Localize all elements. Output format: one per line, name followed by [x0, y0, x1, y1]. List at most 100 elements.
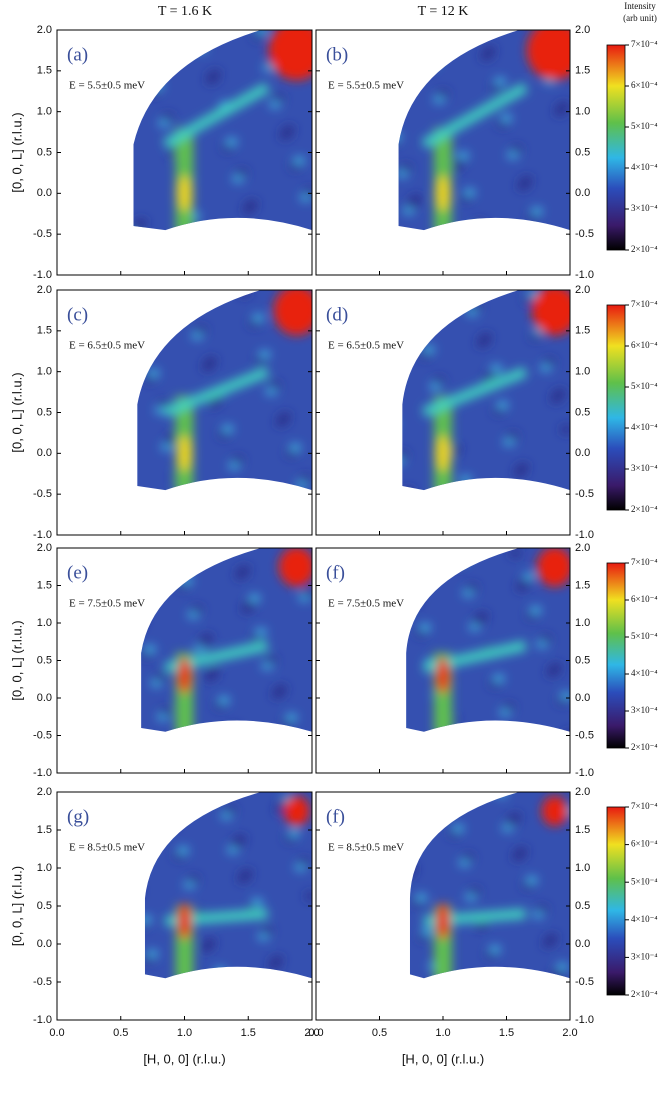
intensity-map [144, 792, 312, 979]
x-tick-label: 1.0 [177, 1027, 192, 1039]
colorbar-tick-label: 3×10⁻⁴ [631, 705, 657, 715]
blob [151, 82, 164, 91]
blob [530, 207, 543, 216]
blob [406, 600, 418, 609]
panel-label: (g) [67, 806, 89, 827]
energy-label: E = 5.5±0.5 meV [69, 80, 145, 92]
colorbar-tick-label: 4×10⁻⁴ [631, 162, 657, 172]
y-tick-label: 0.0 [37, 938, 52, 950]
blob [170, 548, 183, 557]
y-tick-label: 0.0 [575, 187, 590, 199]
blob [456, 555, 469, 564]
blob [562, 730, 570, 732]
blob [449, 444, 462, 453]
blob [137, 307, 140, 316]
blob [412, 33, 425, 42]
blob [195, 44, 208, 53]
blob [473, 219, 486, 228]
y-tick-label: 1.5 [575, 824, 590, 836]
blob [240, 869, 253, 878]
blob [225, 137, 238, 146]
blob [509, 813, 522, 822]
colorbar-tick-label: 6×10⁻⁴ [631, 594, 657, 604]
colorbar-tick-label: 5×10⁻⁴ [631, 121, 657, 131]
x-axis-label: [H, 0, 0] (r.l.u.) [402, 1051, 484, 1066]
y-axis-label: [0, 0, L] (r.l.u.) [9, 866, 24, 946]
blob [513, 731, 526, 732]
blob [141, 51, 154, 60]
blob [181, 300, 194, 309]
y-tick-label: 2.0 [575, 24, 590, 36]
blob [144, 915, 153, 924]
y-tick-label: -1.0 [33, 269, 52, 281]
y-axis-label: [0, 0, L] (r.l.u.) [9, 620, 24, 700]
panel-label: (e) [67, 562, 88, 583]
x-tick-label: 1.0 [435, 1027, 450, 1039]
blob [452, 824, 465, 833]
blob [515, 847, 528, 856]
colorbar-tick-label: 2×10⁻⁴ [631, 989, 657, 999]
colorbar-tick-label: 6×10⁻⁴ [631, 80, 657, 90]
colorbar-tick-label: 7×10⁻⁴ [631, 299, 657, 309]
y-tick-label: 1.0 [37, 617, 52, 629]
colorbar-tick-label: 3×10⁻⁴ [631, 951, 657, 961]
blob [525, 876, 538, 885]
y-tick-label: 1.5 [37, 325, 52, 337]
column-title: T = 12 K [418, 4, 469, 19]
blob [470, 302, 483, 311]
y-tick-label: -1.0 [33, 1014, 52, 1026]
blob [261, 927, 274, 936]
blob [153, 794, 165, 803]
intensity-map [141, 548, 312, 732]
blob [242, 486, 255, 491]
y-tick-label: -1.0 [575, 269, 594, 281]
y-tick-label: 0.0 [37, 692, 52, 704]
blob [410, 195, 423, 204]
blob [289, 443, 302, 452]
blob [302, 588, 312, 597]
x-tick-label: 0.5 [372, 1027, 387, 1039]
y-tick-label: 0.0 [37, 447, 52, 459]
x-tick-label: 1.5 [241, 1027, 256, 1039]
blob [536, 905, 549, 914]
blob [438, 800, 451, 809]
hot-spot [436, 903, 450, 940]
y-tick-label: 2.0 [575, 786, 590, 798]
colorbar-unit: (arb unit) [623, 13, 657, 23]
y-tick-label: -0.5 [575, 976, 594, 988]
y-tick-label: 1.0 [575, 106, 590, 118]
blob [437, 89, 449, 98]
colorbar-tick-label: 2×10⁻⁴ [631, 244, 657, 254]
y-tick-label: -0.5 [33, 729, 52, 741]
y-tick-label: -1.0 [575, 767, 594, 779]
colorbar-tick-label: 2×10⁻⁴ [631, 504, 657, 514]
y-tick-label: -0.5 [33, 228, 52, 240]
blob [557, 101, 570, 110]
blob [265, 656, 278, 665]
blob [214, 967, 227, 976]
blob [415, 893, 428, 902]
y-tick-label: 0.0 [575, 447, 590, 459]
blob [298, 857, 311, 866]
y-tick-label: -1.0 [575, 529, 594, 541]
blob [251, 898, 264, 907]
blob [288, 829, 301, 838]
intensity-map [406, 548, 570, 732]
y-tick-label: 1.5 [575, 579, 590, 591]
hot-spot [278, 548, 312, 587]
colorbar-tick-label: 5×10⁻⁴ [631, 381, 657, 391]
y-tick-label: 0.0 [37, 187, 52, 199]
arc [163, 367, 270, 418]
blob [520, 176, 533, 185]
blob [517, 463, 530, 472]
blob [462, 853, 475, 862]
blob [412, 314, 425, 323]
blob [167, 817, 180, 826]
blob [426, 58, 439, 67]
colorbar-tick-label: 5×10⁻⁴ [631, 631, 657, 641]
blob [468, 887, 481, 896]
panel-label: (c) [67, 304, 88, 325]
map-features [409, 792, 570, 979]
y-tick-label: 1.5 [37, 65, 52, 77]
y-tick-label: -1.0 [575, 1014, 594, 1026]
